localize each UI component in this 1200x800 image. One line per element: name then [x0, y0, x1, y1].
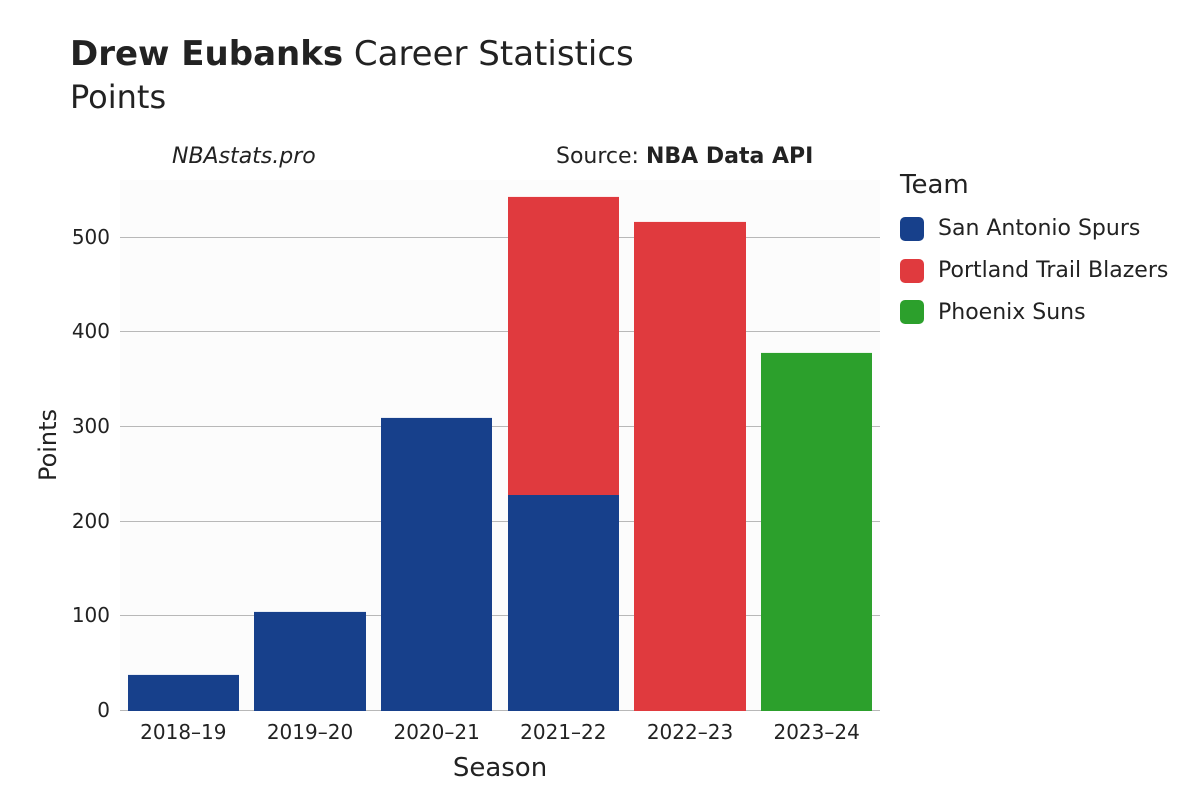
- bar-segment: [508, 196, 619, 495]
- x-tick-label: 2022–23: [647, 710, 733, 744]
- bar-segment: [508, 494, 619, 711]
- source-attribution: Source: NBA Data API: [556, 144, 813, 169]
- source-label: Source:: [556, 144, 646, 169]
- legend-item: San Antonio Spurs: [900, 208, 1168, 250]
- y-tick-label: 500: [72, 225, 120, 249]
- bar-segment: [381, 417, 492, 711]
- y-tick-label: 200: [72, 509, 120, 533]
- chart-container: Drew Eubanks Career Statistics Points NB…: [0, 0, 1200, 800]
- y-tick-label: 100: [72, 603, 120, 627]
- bar-segment: [761, 352, 872, 711]
- legend-swatch: [900, 259, 924, 283]
- x-tick-label: 2019–20: [267, 710, 353, 744]
- title-rest: Career Statistics: [343, 34, 634, 74]
- legend-item: Portland Trail Blazers: [900, 250, 1168, 292]
- legend-label: Portland Trail Blazers: [938, 250, 1168, 292]
- legend-label: San Antonio Spurs: [938, 208, 1140, 250]
- chart-subtitle: Points: [70, 77, 634, 117]
- watermark: NBAstats.pro: [172, 144, 316, 169]
- y-tick-label: 300: [72, 414, 120, 438]
- gridline: [120, 331, 880, 332]
- source-value: NBA Data API: [646, 144, 813, 169]
- gridline: [120, 237, 880, 238]
- title-player-name: Drew Eubanks: [70, 34, 343, 74]
- plot-area: 01002003004005002018–192019–202020–21202…: [120, 180, 880, 710]
- y-tick-label: 400: [72, 319, 120, 343]
- bar-segment: [634, 221, 745, 711]
- legend: Team San Antonio SpursPortland Trail Bla…: [900, 170, 1168, 333]
- x-axis-title: Season: [453, 753, 547, 783]
- legend-swatch: [900, 300, 924, 324]
- chart-title: Drew Eubanks Career Statistics: [70, 34, 634, 75]
- legend-label: Phoenix Suns: [938, 292, 1086, 334]
- legend-item: Phoenix Suns: [900, 292, 1168, 334]
- legend-swatch: [900, 217, 924, 241]
- x-tick-label: 2018–19: [140, 710, 226, 744]
- chart-title-block: Drew Eubanks Career Statistics Points: [70, 34, 634, 117]
- x-tick-label: 2020–21: [393, 710, 479, 744]
- y-axis-title: Points: [34, 409, 62, 481]
- x-tick-label: 2021–22: [520, 710, 606, 744]
- legend-title: Team: [900, 170, 1168, 200]
- bar-segment: [254, 611, 365, 711]
- bar-segment: [128, 674, 239, 711]
- x-tick-label: 2023–24: [773, 710, 859, 744]
- y-tick-label: 0: [97, 698, 120, 722]
